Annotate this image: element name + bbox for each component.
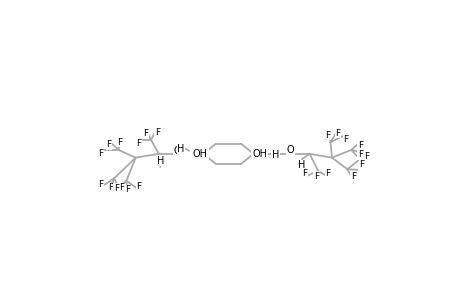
Text: F: F: [357, 141, 362, 150]
Text: F: F: [335, 128, 340, 137]
Text: H: H: [177, 144, 185, 154]
Text: F: F: [358, 160, 364, 169]
Text: F: F: [113, 184, 119, 193]
Text: F: F: [342, 135, 347, 144]
Text: F: F: [154, 128, 159, 137]
Text: F: F: [125, 185, 130, 194]
Text: F: F: [119, 183, 124, 192]
Text: F: F: [117, 138, 122, 147]
Text: H: H: [272, 150, 279, 160]
Text: F: F: [357, 150, 362, 159]
Text: F: F: [302, 169, 307, 178]
Text: F: F: [143, 129, 148, 138]
Text: F: F: [98, 180, 103, 189]
Text: F: F: [325, 131, 330, 140]
Text: F: F: [350, 172, 355, 181]
Text: F: F: [108, 183, 113, 192]
Text: F: F: [136, 139, 141, 148]
Text: H: H: [297, 160, 304, 170]
Text: F: F: [98, 149, 103, 158]
Text: OH: OH: [192, 149, 207, 159]
Text: O: O: [286, 145, 294, 155]
Text: F: F: [363, 152, 369, 161]
Text: O: O: [173, 146, 181, 157]
Text: F: F: [358, 162, 363, 171]
Text: F: F: [325, 169, 330, 178]
Text: H: H: [156, 156, 163, 166]
Text: F: F: [106, 140, 111, 149]
Text: F: F: [136, 182, 141, 191]
Text: OH: OH: [252, 149, 267, 159]
Text: F: F: [313, 172, 319, 181]
